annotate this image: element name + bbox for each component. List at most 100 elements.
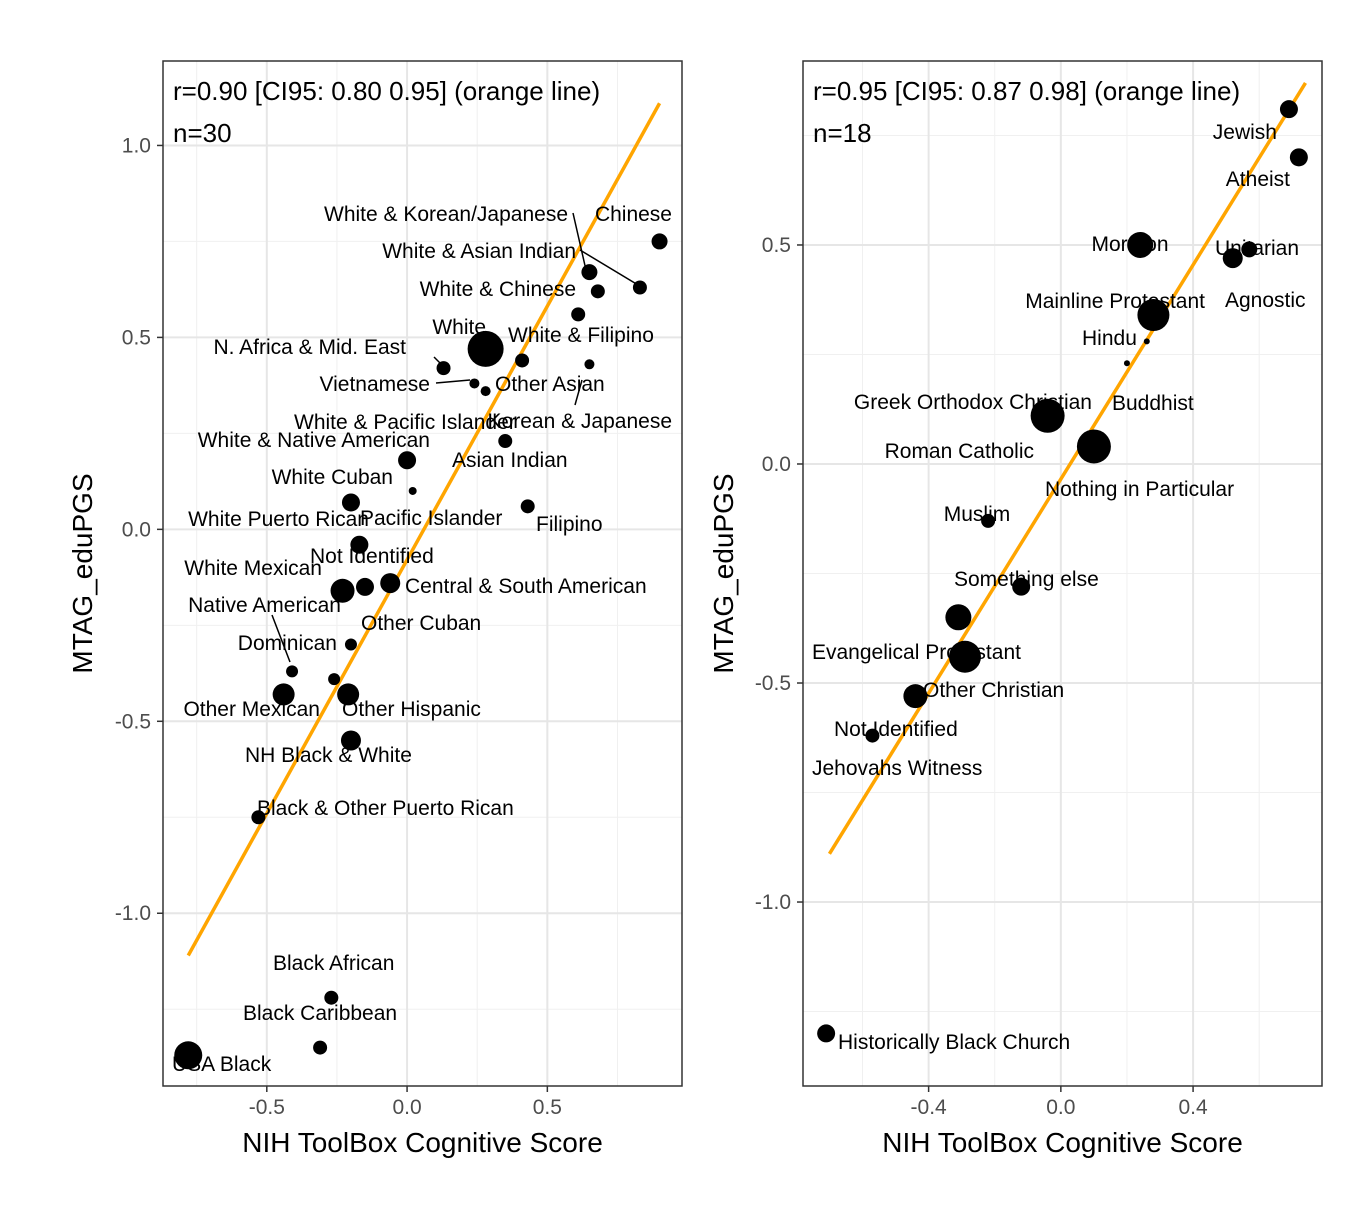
- left-point: [436, 361, 451, 376]
- left-panel: Chinese White & Korean/Japanese White & As…: [67, 60, 683, 1158]
- right-y-ticks: -1.0 -0.5 0.0 0.5: [755, 234, 803, 914]
- left-point-label: White & Pacific Islander: [294, 411, 516, 434]
- right-x-ticks: -0.4 0.0 0.4: [911, 1086, 1208, 1119]
- right-y-tick-label: -1.0: [755, 891, 791, 914]
- left-point-label: NH Black & White: [245, 744, 412, 767]
- right-x-axis-title: NIH ToolBox Cognitive Score: [882, 1127, 1243, 1158]
- right-point-label: Nothing in Particular: [1045, 478, 1234, 501]
- left-leader-line: [572, 212, 587, 271]
- left-point: [286, 665, 299, 678]
- right-y-axis-title: MTAG_eduPGS: [708, 473, 739, 673]
- left-x-tick-label: -0.5: [249, 1096, 285, 1119]
- right-point-label: Unitarian: [1215, 237, 1299, 260]
- left-point-label: Dominican: [238, 632, 337, 655]
- left-point: [571, 307, 586, 322]
- left-point: [469, 378, 480, 389]
- right-point: [1137, 299, 1170, 332]
- left-leader-line: [435, 379, 471, 384]
- left-leader-line: [579, 249, 639, 286]
- left-point-label: USA Black: [172, 1053, 272, 1076]
- right-point: [1143, 338, 1150, 345]
- left-correlation-annotation: r=0.90 [CI95: 0.80 0.95] (orange line): [173, 76, 600, 106]
- right-point-label: Mainline Protestant: [1025, 290, 1205, 313]
- left-point: [330, 578, 355, 603]
- left-point-label: White & Asian Indian: [382, 240, 576, 263]
- left-point-label: Native American: [188, 594, 341, 617]
- right-point: [981, 513, 996, 528]
- left-leader-line: [574, 379, 583, 406]
- left-panel-border: [162, 60, 683, 1087]
- left-point-label: White & Chinese: [420, 278, 576, 301]
- left-y-tick-label: -1.0: [115, 902, 151, 925]
- left-y-tick-label: -0.5: [115, 710, 151, 733]
- right-point-label: Buddhist: [1112, 392, 1194, 415]
- right-point: [903, 684, 928, 709]
- left-point-label: Black African: [273, 952, 394, 975]
- right-fit-line: [827, 81, 1307, 855]
- left-point-label: Korean & Japanese: [488, 410, 672, 433]
- left-point-label: White Puerto Rican: [188, 508, 369, 531]
- right-point-label: Other Christian: [923, 679, 1064, 702]
- right-point-label: Mormon: [1091, 233, 1168, 256]
- right-point-label: Not Identified: [834, 718, 958, 741]
- right-panel: Jewish Atheist Mormon Unitarian Agnostic Main…: [708, 60, 1323, 1158]
- left-point-label: N. Africa & Mid. East: [213, 336, 406, 359]
- left-point: [340, 730, 361, 751]
- left-leader-line: [271, 614, 291, 663]
- left-point-label: Pacific Islander: [360, 507, 502, 530]
- right-point-label: Jehovahs Witness: [812, 757, 982, 780]
- left-x-axis-title: NIH ToolBox Cognitive Score: [242, 1127, 603, 1158]
- left-point-label: White & Korean/Japanese: [324, 203, 568, 226]
- left-leader-lines: [271, 212, 639, 663]
- right-grid: [803, 61, 1322, 1086]
- left-point-label: Black Caribbean: [243, 1002, 397, 1025]
- left-leader-line: [433, 356, 443, 366]
- left-x-ticks: -0.5 0.0 0.5: [249, 1086, 562, 1119]
- left-y-tick-label: 1.0: [122, 134, 151, 157]
- right-point-label: Muslim: [944, 503, 1011, 526]
- right-point-label: Evangelical Protestant: [812, 641, 1021, 664]
- left-point: [651, 233, 668, 250]
- right-point: [1279, 100, 1298, 119]
- right-point: [865, 728, 880, 743]
- left-point: [520, 499, 535, 514]
- left-point: [328, 673, 341, 686]
- right-correlation-annotation: r=0.95 [CI95: 0.87 0.98] (orange line): [813, 76, 1240, 106]
- left-x-tick-label: 0.5: [533, 1096, 562, 1119]
- left-point-label: White & Filipino: [508, 324, 654, 347]
- left-point-label: Asian Indian: [452, 449, 568, 472]
- left-points: [174, 233, 668, 1070]
- left-x-tick-label: 0.0: [392, 1096, 421, 1119]
- left-point-label: White & Native American: [198, 429, 430, 452]
- left-point-label: Other Asian: [495, 373, 605, 396]
- left-point: [337, 683, 360, 706]
- left-point: [324, 990, 339, 1005]
- left-point: [251, 810, 266, 825]
- right-x-tick-label: 0.0: [1046, 1096, 1075, 1119]
- left-point: [355, 577, 374, 596]
- left-point-label: Filipino: [536, 513, 603, 536]
- left-point-label: Black & Other Puerto Rican: [257, 797, 514, 820]
- left-point-label: Chinese: [595, 203, 672, 226]
- left-point: [174, 1041, 203, 1070]
- left-point: [581, 264, 598, 281]
- right-point-label: Atheist: [1226, 168, 1290, 191]
- left-point: [515, 353, 530, 368]
- right-point: [817, 1024, 836, 1043]
- right-points: [817, 100, 1308, 1043]
- left-grid: [163, 61, 682, 1086]
- left-point-labels: Chinese White & Korean/Japanese White & As…: [172, 203, 672, 1076]
- right-x-tick-label: -0.4: [911, 1096, 948, 1119]
- left-plot-area: [163, 61, 682, 1086]
- left-point-label: White Mexican: [184, 557, 322, 580]
- left-point: [590, 284, 605, 299]
- left-point: [344, 638, 357, 651]
- left-y-ticks: -1.0 -0.5 0.0 0.5 1.0: [115, 134, 163, 925]
- left-point: [380, 573, 401, 594]
- left-point-label: Not Identified: [310, 545, 434, 568]
- left-point: [408, 486, 417, 495]
- left-point-label: Central & South American: [405, 575, 647, 598]
- right-y-tick-label: -0.5: [755, 672, 791, 695]
- right-point-label: Agnostic: [1225, 289, 1306, 312]
